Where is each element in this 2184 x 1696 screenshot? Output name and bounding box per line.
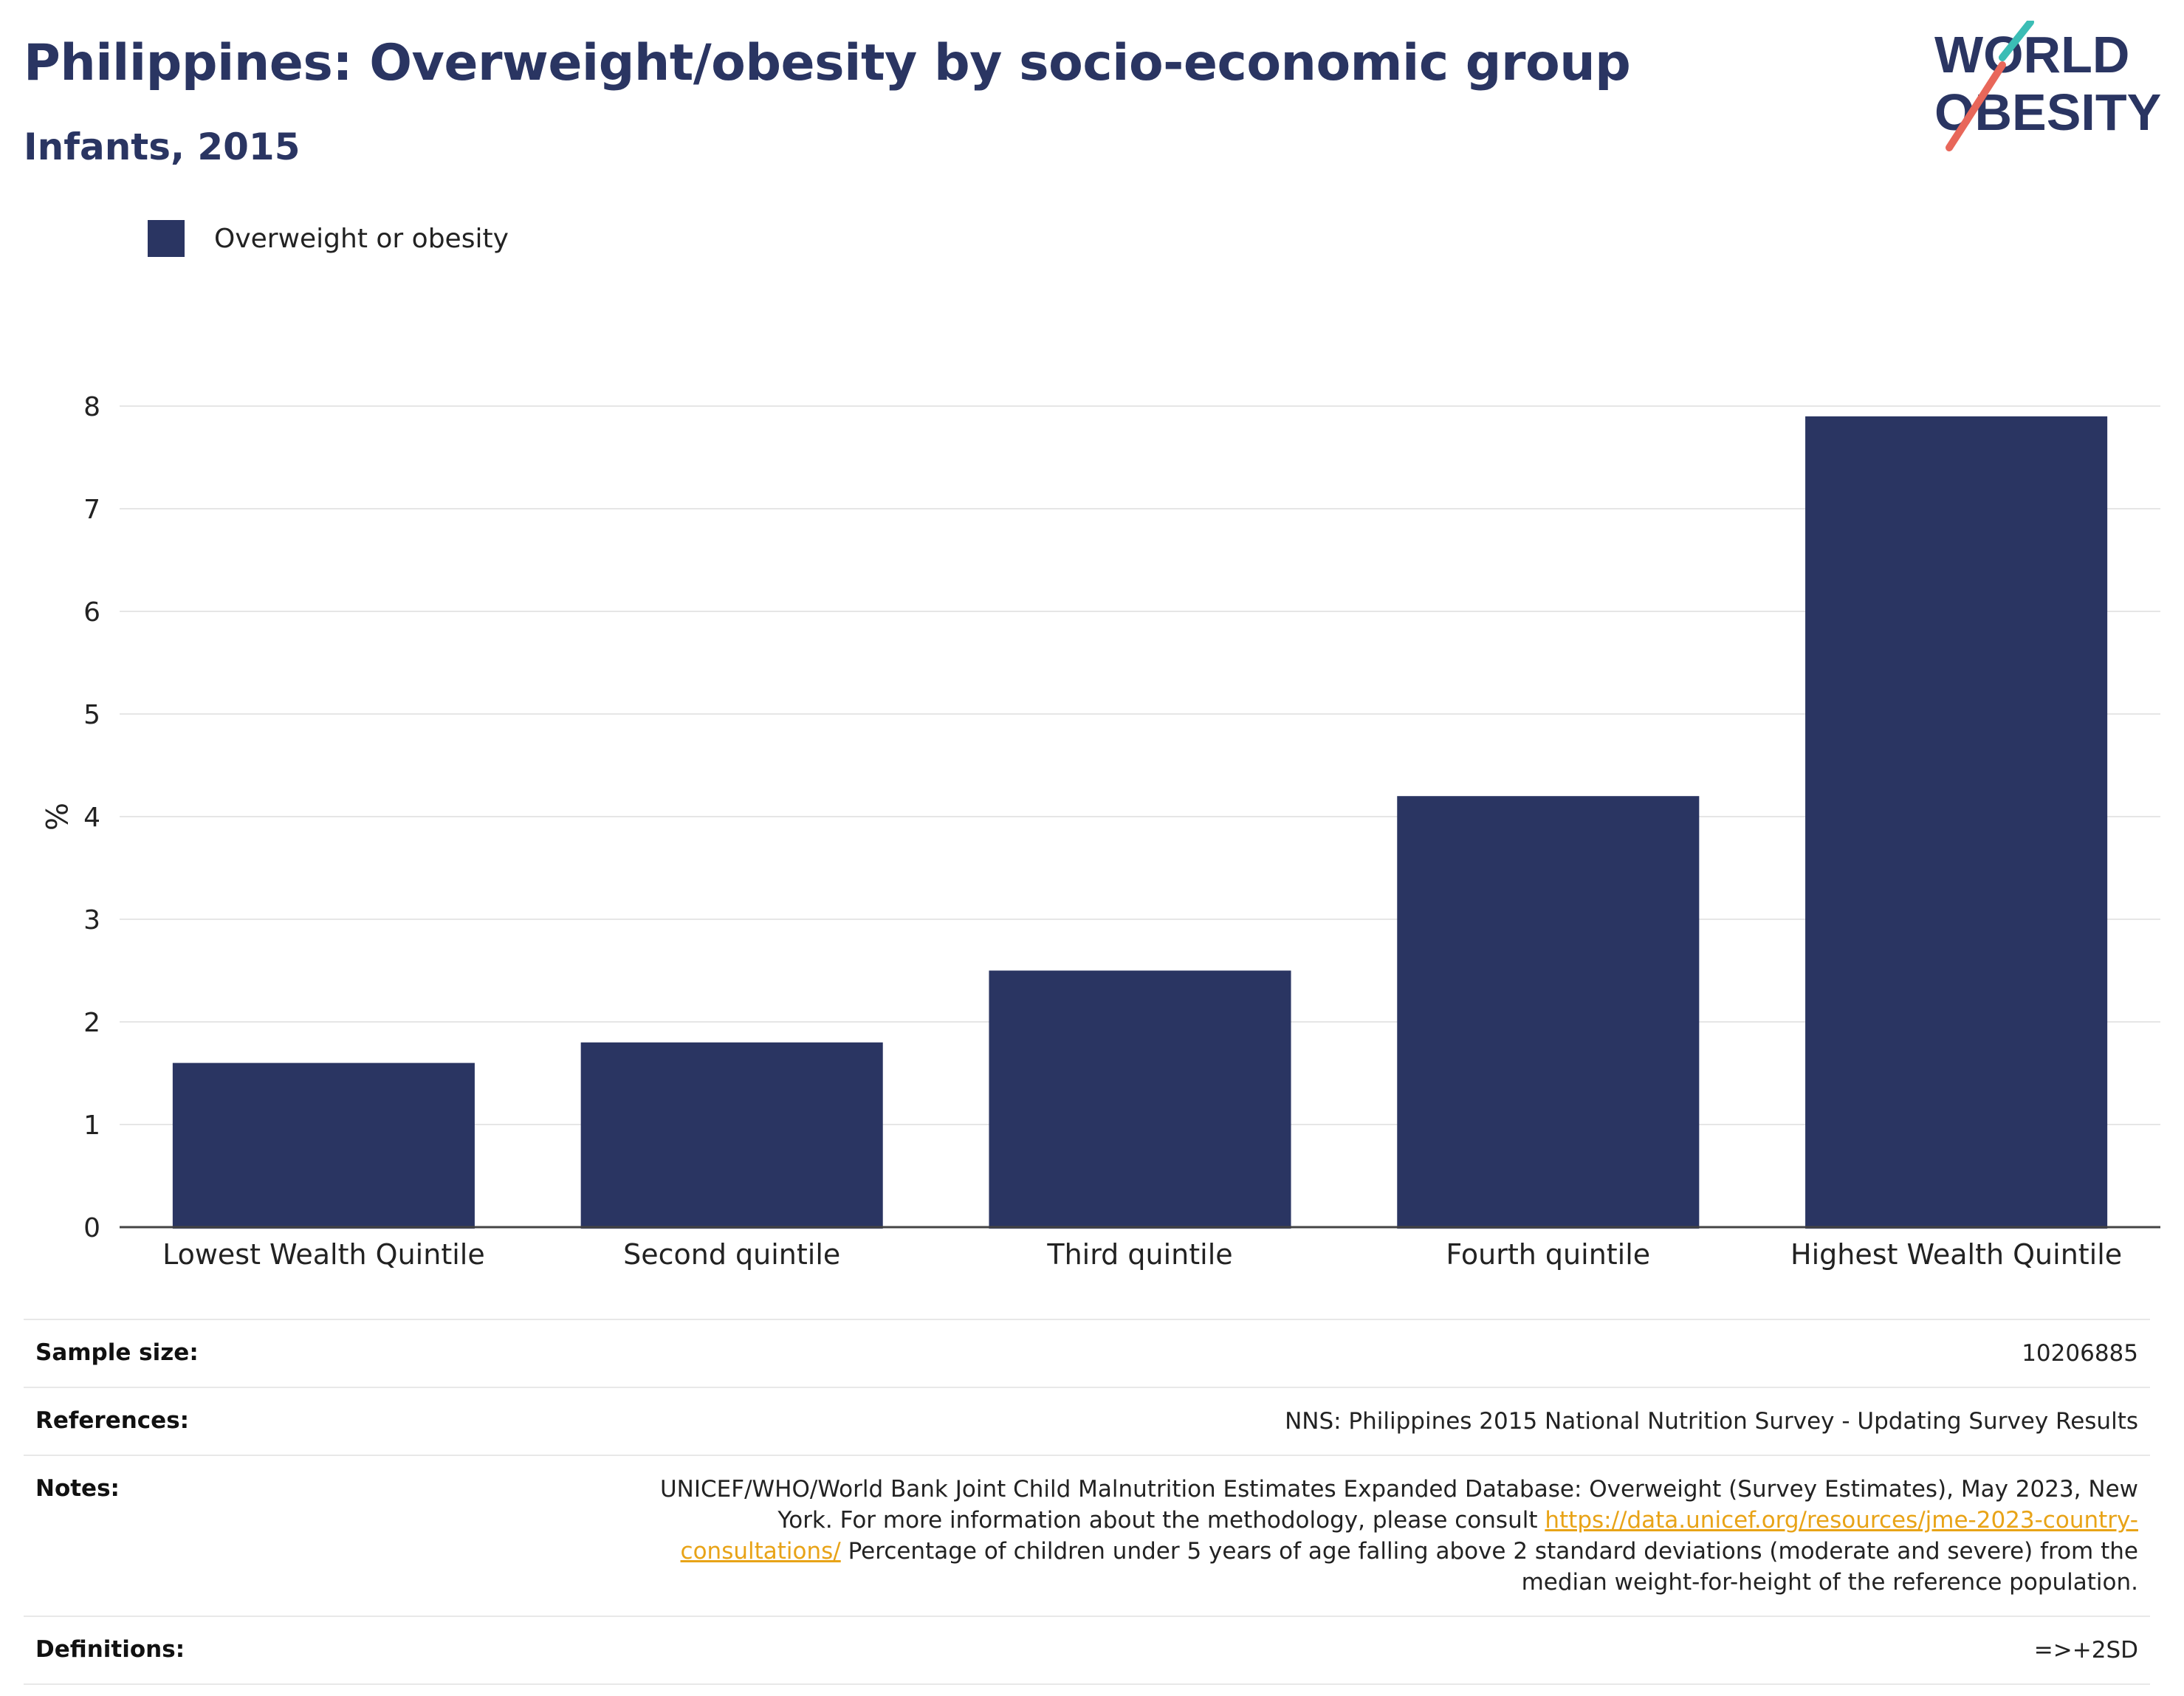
sample-size-label: Sample size:: [35, 1339, 199, 1366]
info-row-notes: Notes: UNICEF/WHO/World Bank Joint Child…: [24, 1455, 2150, 1616]
notes-link[interactable]: https://data.unicef.org/resources/jme-20…: [680, 1507, 2138, 1565]
info-row-definitions: Definitions: =>+2SD: [24, 1616, 2150, 1685]
info-row-sample-size: Sample size: 10206885: [24, 1319, 2150, 1387]
y-tick-label: 8: [83, 392, 100, 422]
bar: [1805, 416, 2108, 1229]
x-tick-label: Second quintile: [623, 1238, 840, 1271]
sample-size-value: 10206885: [2022, 1340, 2138, 1367]
y-tick-label: 6: [83, 597, 100, 628]
x-tick-label: Third quintile: [1046, 1238, 1232, 1271]
y-tick-label: 0: [83, 1213, 100, 1243]
definitions-label: Definitions:: [35, 1636, 185, 1663]
y-axis-label: %: [38, 803, 72, 831]
y-tick-label: 4: [83, 803, 100, 833]
y-tick-label: 7: [83, 495, 100, 525]
legend-swatch: [148, 220, 185, 257]
y-tick-label: 5: [83, 700, 100, 730]
notes-text-before: UNICEF/WHO/World Bank Joint Child Malnut…: [659, 1476, 2138, 1534]
logo-text-world: WORLD: [1934, 26, 2129, 83]
legend-label: Overweight or obesity: [214, 223, 509, 254]
bar-chart: 0 1 2 3 4 5 6 7 8 Lowest Wealth Quintile Second qu…: [38, 392, 2160, 1271]
notes-value: UNICEF/WHO/World Bank Joint Child Malnut…: [625, 1474, 2138, 1598]
bar: [1397, 796, 1700, 1229]
logo-slash-red: [1946, 61, 2006, 151]
x-tick-label: Lowest Wealth Quintile: [162, 1238, 485, 1271]
references-value: NNS: Philippines 2015 National Nutrition…: [1285, 1408, 2138, 1435]
references-label: References:: [35, 1407, 190, 1434]
bar: [989, 970, 1291, 1229]
world-obesity-logo: WORLD OBESITY: [1934, 21, 2161, 151]
info-table: Sample size: 10206885 References: NNS: P…: [24, 1319, 2150, 1685]
y-tick-label: 3: [83, 905, 100, 935]
x-tick-label: Fourth quintile: [1446, 1238, 1650, 1271]
page-subtitle: Infants, 2015: [24, 126, 301, 168]
y-tick-label: 2: [83, 1008, 100, 1038]
page-title: Philippines: Overweight/obesity by socio…: [24, 34, 1631, 92]
definitions-value: =>+2SD: [2033, 1637, 2138, 1664]
x-tick-label: Highest Wealth Quintile: [1790, 1238, 2122, 1271]
info-row-references: References: NNS: Philippines 2015 Nation…: [24, 1387, 2150, 1455]
chart-legend[interactable]: Overweight or obesity: [148, 220, 509, 257]
logo-slash-teal: [1999, 21, 2034, 61]
notes-label: Notes:: [35, 1475, 120, 1502]
notes-text-after: Percentage of children under 5 years of …: [840, 1538, 2138, 1596]
bar: [580, 1042, 883, 1229]
y-tick-label: 1: [83, 1110, 100, 1141]
bar: [172, 1062, 475, 1229]
